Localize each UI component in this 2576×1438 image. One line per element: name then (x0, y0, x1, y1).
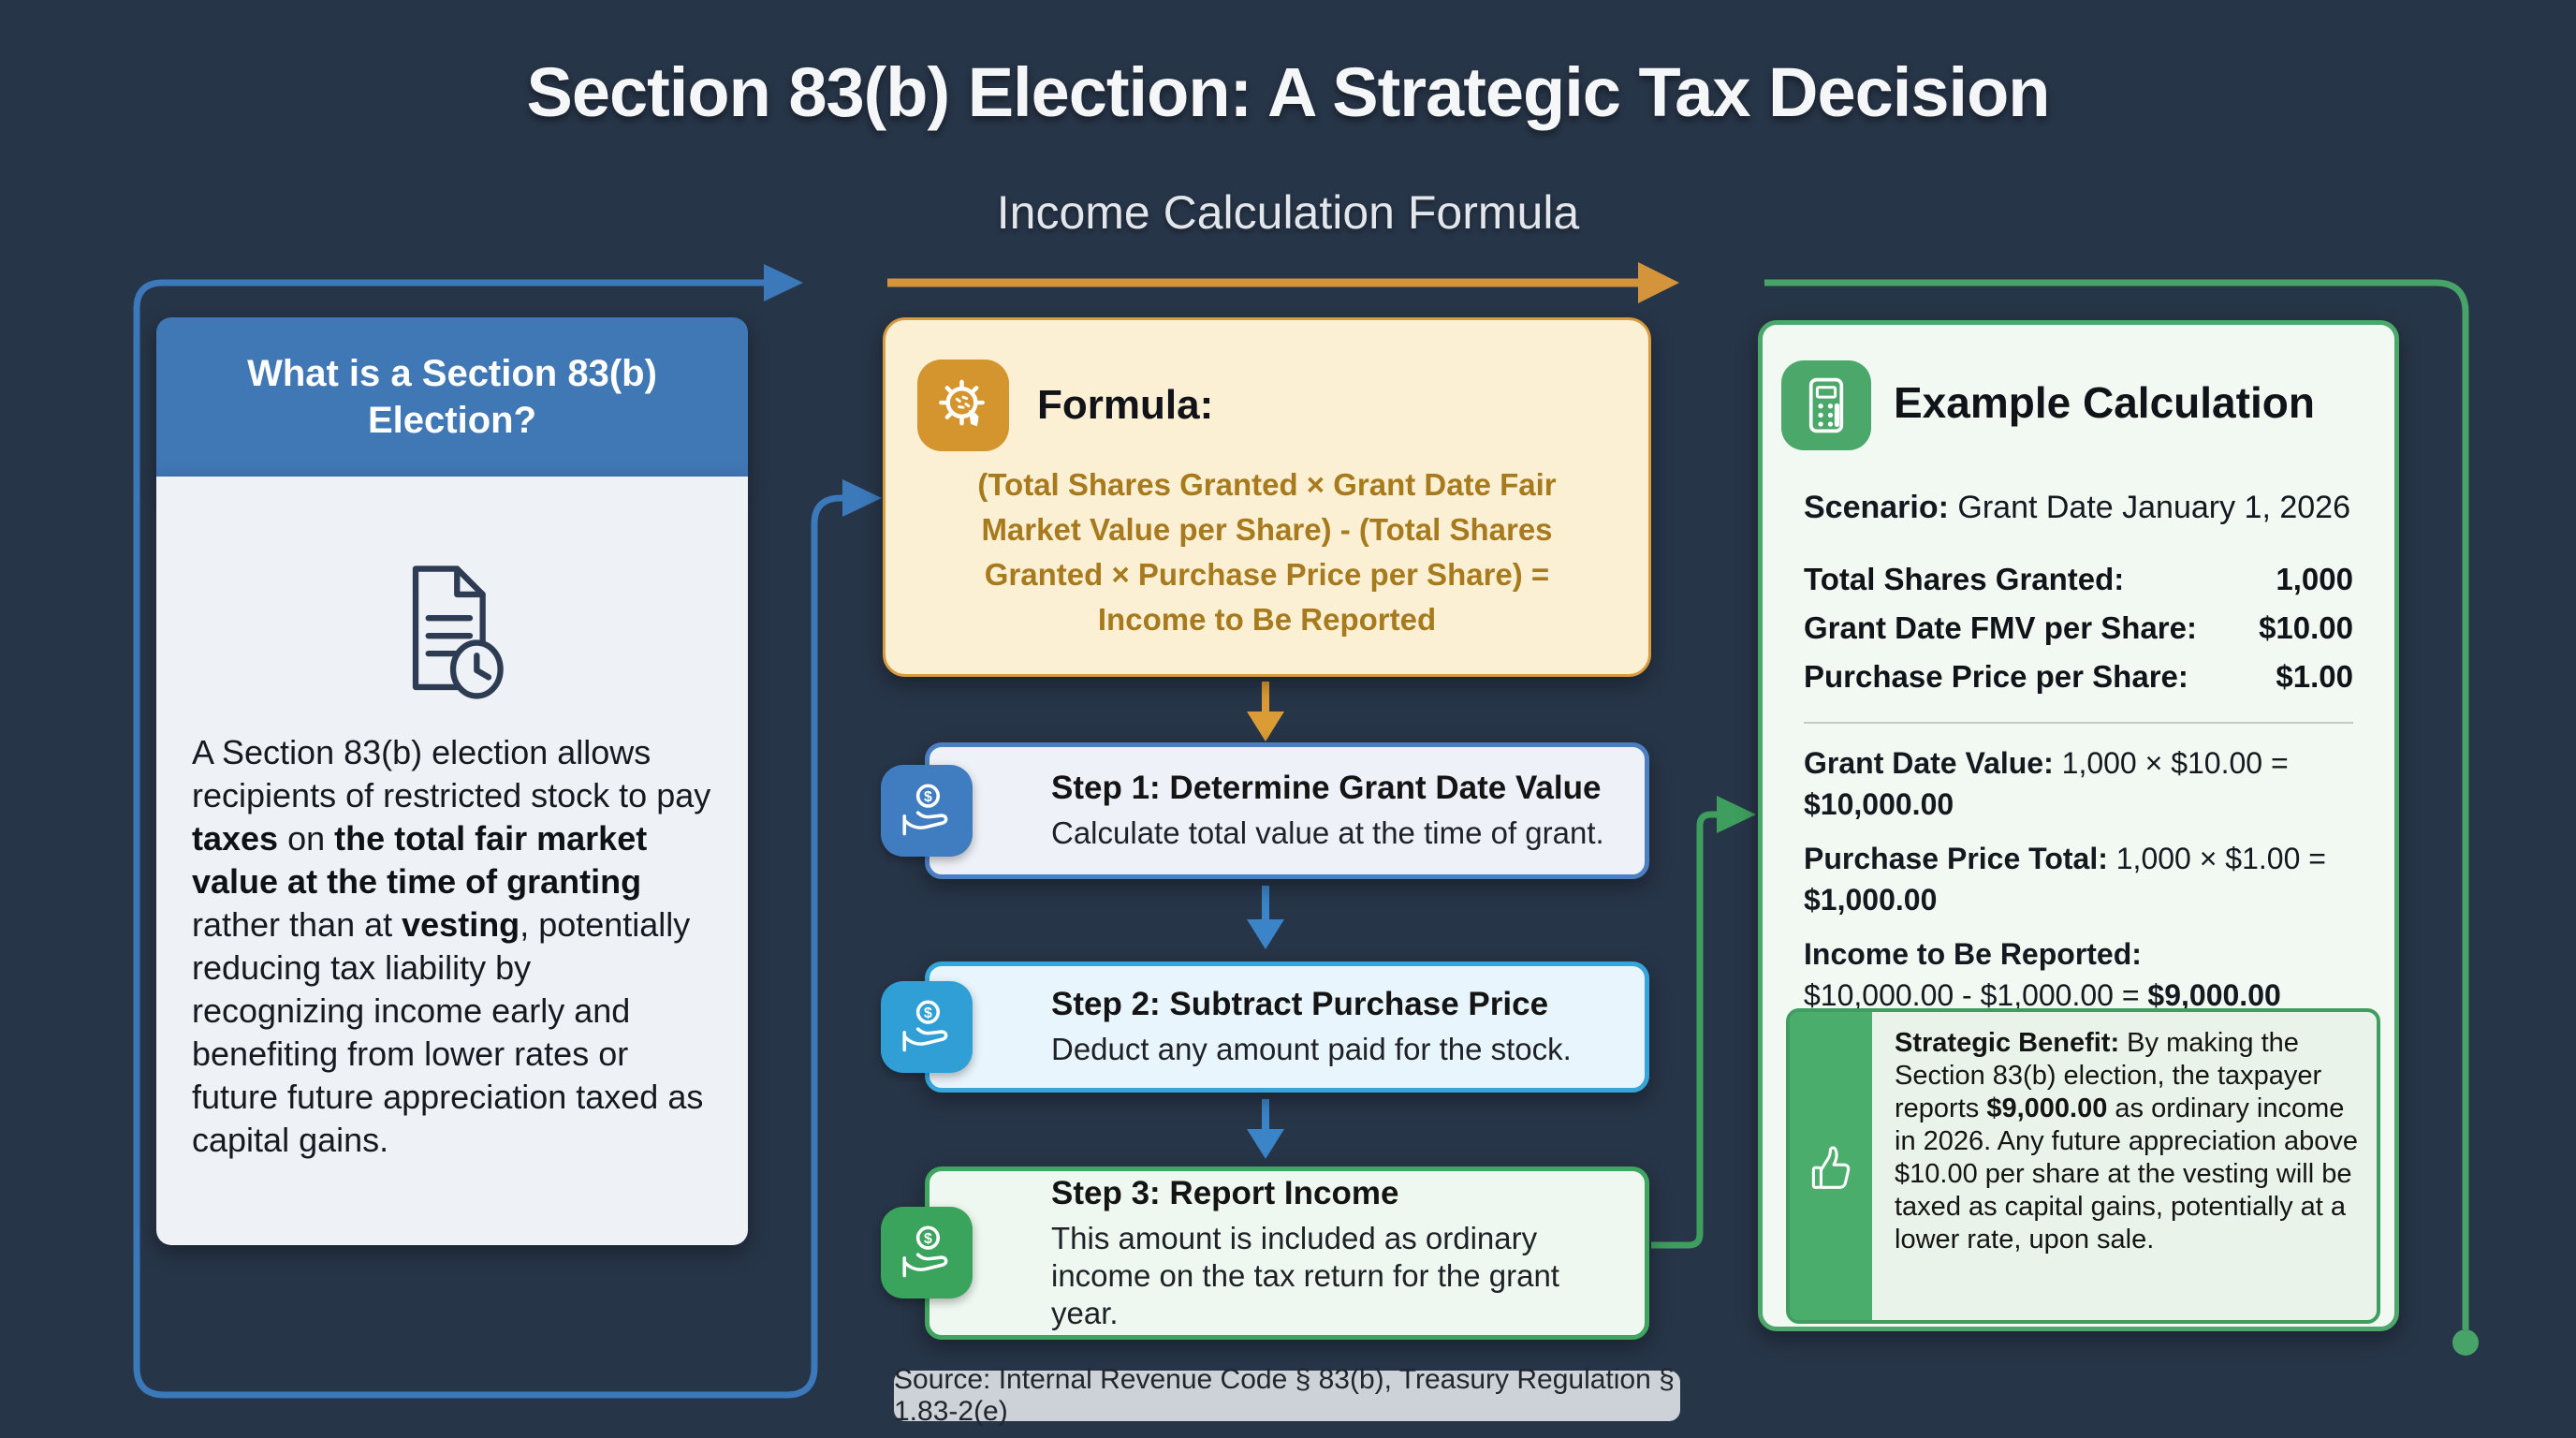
orange-arrowhead (1638, 262, 1679, 303)
calc-purchase-price-total: Purchase Price Total: 1,000 × $1.00 = $1… (1804, 838, 2353, 920)
thumbs-up-icon (1811, 1145, 1851, 1189)
source-citation: Source: Internal Revenue Code § 83(b), T… (894, 1364, 1680, 1427)
orange-down-arrowhead (1247, 712, 1284, 741)
left-panel-header: What is a Section 83(b) Election? (156, 317, 748, 477)
calc-line: Grant Date Value: 1,000 × $10.00 = (1804, 746, 2289, 780)
formula-text: (Total Shares Granted × Grant Date Fair … (977, 467, 1557, 637)
step-3-box: Step 3: Report Income This amount is inc… (925, 1167, 1649, 1340)
strategic-benefit-box: Strategic Benefit: By making the Section… (1786, 1008, 2380, 1324)
row-value: 1,000 (2276, 562, 2353, 596)
benefit-sidebar (1790, 1012, 1872, 1320)
svg-text:$: $ (924, 789, 932, 805)
scenario-line: Scenario: Grant Date January 1, 2026 (1804, 490, 2350, 526)
calc-line: $10,000.00 (1804, 787, 1954, 821)
green-connector-arrow (1651, 811, 1719, 1249)
step-1-box: Step 1: Determine Grant Date Value Calcu… (925, 742, 1649, 879)
svg-text:$: $ (924, 1005, 932, 1021)
green-frame-end-dot (2452, 1329, 2479, 1356)
left-panel-body: A Section 83(b) election allows recipien… (156, 477, 748, 1245)
calc-income-to-report: Income to Be Reported: $10,000.00 - $1,0… (1804, 933, 2353, 1016)
calc-grant-date-value: Grant Date Value: 1,000 × $10.00 = $10,0… (1804, 742, 2353, 825)
blue-down-arrowhead-2 (1247, 1129, 1284, 1159)
scenario-value: Grant Date January 1, 2026 (1948, 490, 2350, 525)
hand-coin-icon: $ (881, 981, 973, 1073)
calc-line: $1,000.00 (1804, 883, 1938, 917)
left-panel-header-label: What is a Section 83(b) Election? (247, 353, 657, 441)
row-label: Grant Date FMV per Share: (1804, 610, 2197, 645)
table-row: Purchase Price per Share: $1.00 (1804, 653, 2353, 701)
divider (1804, 722, 2353, 724)
calc-line: $10,000.00 - $1,000.00 = $9,000.00 (1804, 978, 2281, 1012)
step-3-title: Step 3: Report Income (1051, 1174, 1399, 1211)
example-calculation-panel: Example Calculation Scenario: Grant Date… (1758, 320, 2399, 1331)
blue-arrowhead-into-formula (842, 479, 882, 517)
example-panel-title: Example Calculation (1894, 378, 2315, 427)
benefit-text: Strategic Benefit: By making the Section… (1895, 1028, 2358, 1255)
page-subtitle: Income Calculation Formula (996, 186, 1580, 239)
scenario-label: Scenario: (1804, 490, 1949, 525)
hand-coin-icon: $ (881, 765, 973, 857)
gear-icon (917, 360, 1009, 451)
step-2-title: Step 2: Subtract Purchase Price (1051, 986, 1549, 1022)
green-connector-arrowhead (1717, 796, 1756, 833)
step-2-subtitle: Deduct any amount paid for the stock. (1051, 1032, 1572, 1066)
row-value: $10.00 (2259, 610, 2353, 645)
row-value: $1.00 (2276, 659, 2353, 694)
page-title: Section 83(b) Election: A Strategic Tax … (526, 53, 2051, 131)
step-1-title: Step 1: Determine Grant Date Value (1051, 770, 1602, 806)
step-3-subtitle: This amount is included as ordinary inco… (1051, 1220, 1559, 1330)
svg-text:$: $ (924, 1231, 932, 1247)
blue-flow-arrow (133, 279, 846, 1399)
calculator-icon (1781, 360, 1871, 450)
formula-label: Formula: (1037, 382, 1214, 428)
example-rows: Total Shares Granted: 1,000 Grant Date F… (1804, 555, 2353, 701)
green-frame (1764, 279, 2469, 1329)
step-2-box: Step 2: Subtract Purchase Price Deduct a… (925, 961, 1649, 1093)
step-1-subtitle: Calculate total value at the time of gra… (1051, 815, 1604, 850)
blue-down-arrowhead-1 (1247, 919, 1284, 949)
source-text: Source: Internal Revenue Code § 83(b), T… (894, 1364, 1675, 1427)
calc-line: Purchase Price Total: 1,000 × $1.00 = (1804, 842, 2326, 875)
hand-coin-icon: $ (881, 1207, 973, 1299)
table-row: Grant Date FMV per Share: $10.00 (1804, 604, 2353, 653)
blue-arrowhead-top (764, 264, 803, 301)
left-panel-paragraph: A Section 83(b) election allows recipien… (192, 733, 711, 1159)
calc-line: Income to Be Reported: (1804, 937, 2142, 971)
calculation-results: Grant Date Value: 1,000 × $10.00 = $10,0… (1804, 742, 2353, 1029)
document-clock-icon (412, 565, 504, 699)
table-row: Total Shares Granted: 1,000 (1804, 555, 2353, 604)
formula-panel: Formula: (Total Shares Granted × Grant D… (883, 317, 1651, 677)
row-label: Purchase Price per Share: (1804, 659, 2188, 694)
row-label: Total Shares Granted: (1804, 562, 2125, 596)
